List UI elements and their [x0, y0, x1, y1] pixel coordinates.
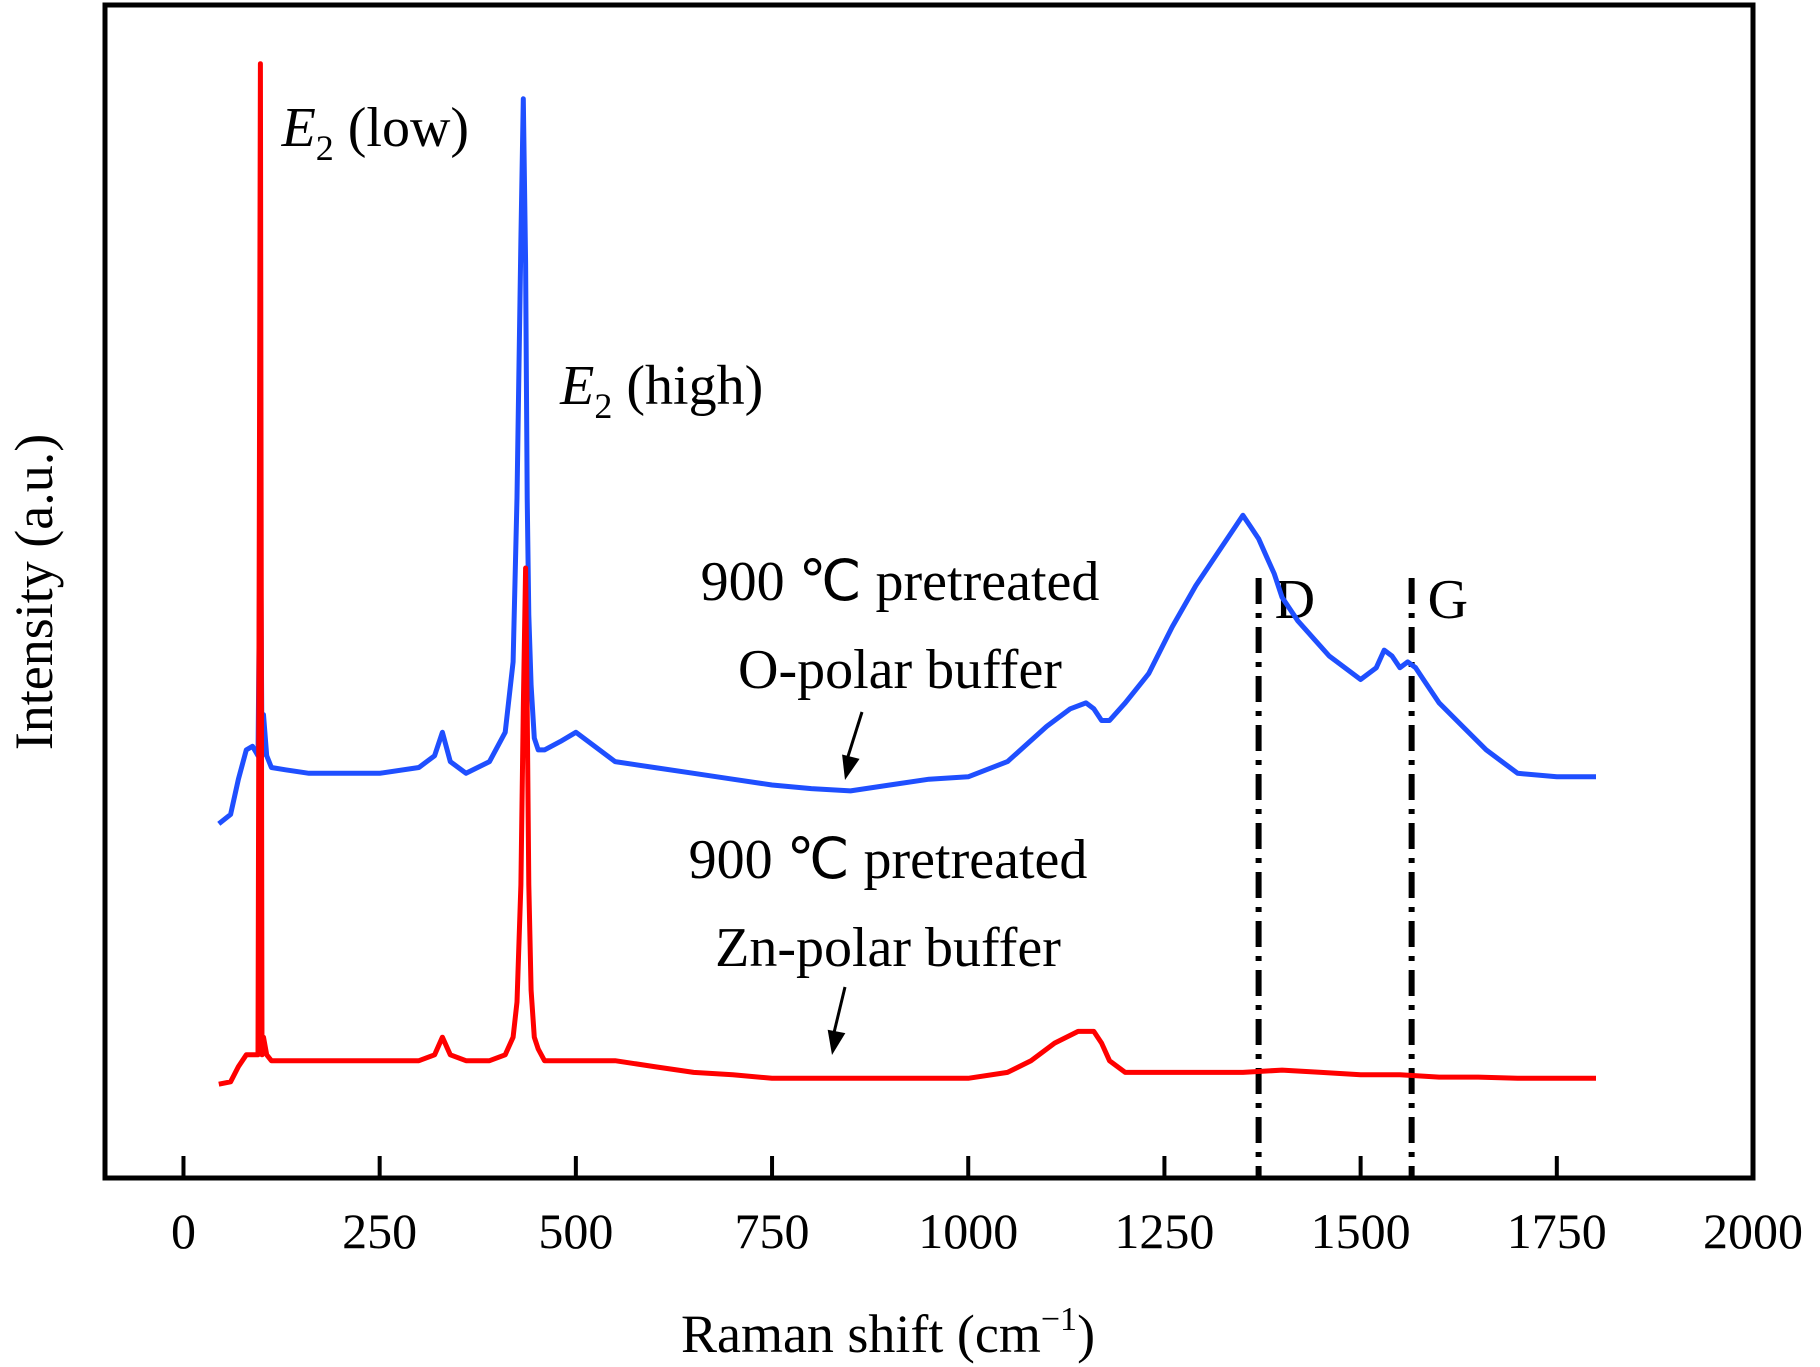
- x-tick-label: 1000: [918, 1203, 1018, 1259]
- series-label-line1: 900 ℃ pretreated: [689, 829, 1088, 891]
- series-label-line1: 900 ℃ pretreated: [701, 551, 1100, 613]
- series-group: [217, 61, 1596, 1087]
- peak-label: E2 (low): [281, 97, 470, 168]
- peak-label-subscript: 2: [316, 128, 334, 168]
- x-tick-label: 500: [538, 1203, 613, 1259]
- x-axis-title: Raman shift (cm−1): [681, 1301, 1095, 1364]
- x-tick-label: 750: [735, 1203, 810, 1259]
- x-axis-title-main: Raman shift (cm: [681, 1304, 1041, 1364]
- peak-label-text: (high): [612, 355, 763, 417]
- series-label-line2: Zn-polar buffer: [715, 917, 1061, 979]
- x-tick-label: 1750: [1507, 1203, 1607, 1259]
- series-pointer-arrowhead: [842, 754, 860, 780]
- peak-label-text: (low): [334, 97, 469, 159]
- x-axis-title-unit-exponent: −1: [1041, 1301, 1077, 1338]
- x-axis-ticks: 0 250 500 750 1000 1250 1500 1750 2000: [171, 1156, 1803, 1259]
- x-tick-label: 2000: [1703, 1203, 1803, 1259]
- reference-line-label: G: [1428, 569, 1468, 631]
- series-pointer-arrowhead: [827, 1029, 846, 1055]
- series-label-line2: O-polar buffer: [738, 639, 1062, 701]
- plot-frame: [102, 2, 1756, 1181]
- peak-label-symbol: E: [281, 97, 316, 159]
- x-tick-label: 0: [171, 1203, 196, 1259]
- x-tick-label: 1500: [1311, 1203, 1411, 1259]
- peak-label-subscript: 2: [594, 386, 612, 426]
- x-tick-label: 1250: [1114, 1203, 1214, 1259]
- peak-label-symbol: E: [559, 355, 594, 417]
- series-line-0: [217, 96, 1596, 826]
- annotation-group: 900 ℃ pretreated O-polar buffer 900 ℃ pret…: [281, 97, 1100, 1055]
- series-line-1: [218, 61, 1596, 1087]
- x-tick-label: 250: [342, 1203, 417, 1259]
- peak-label: E2 (high): [559, 355, 763, 426]
- x-axis-title-close: ): [1077, 1304, 1095, 1364]
- y-axis-title: Intensity (a.u.): [4, 434, 64, 750]
- reference-line-label: D: [1275, 569, 1315, 631]
